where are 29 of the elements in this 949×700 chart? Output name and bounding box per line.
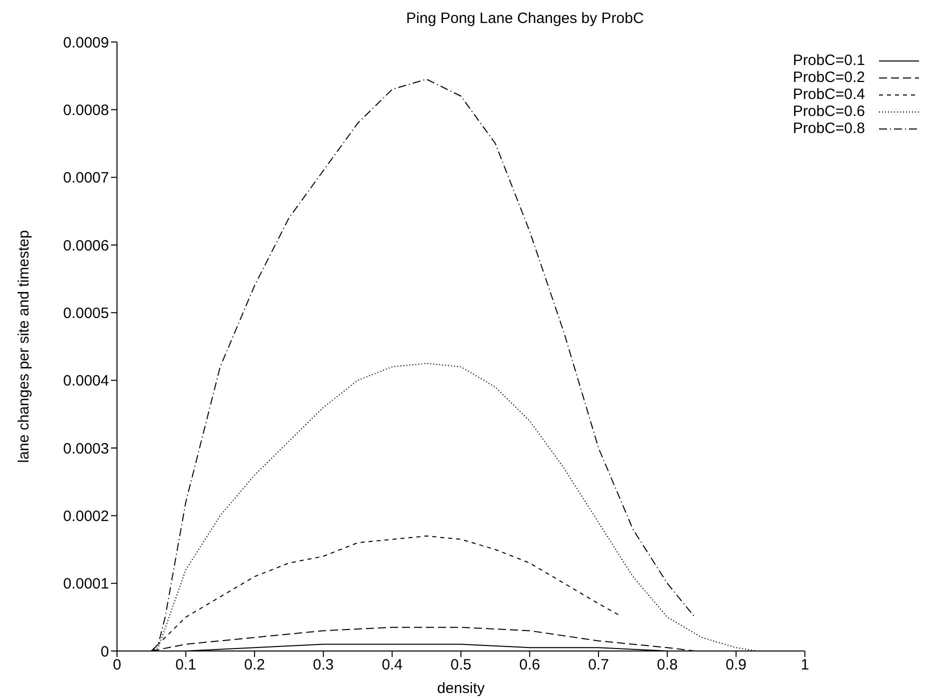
x-tick-label: 0.2	[244, 656, 265, 674]
x-axis-title: density	[437, 680, 486, 697]
x-tick-label: 1	[800, 656, 810, 674]
y-tick-label: 0.0005	[63, 304, 109, 322]
y-tick-label: 0.0007	[63, 170, 109, 187]
y-tick-label: 0.0006	[63, 237, 109, 254]
x-tick-label: 0.4	[382, 656, 403, 674]
x-tick-label: 0.9	[726, 656, 747, 674]
y-tick-label: 0	[100, 643, 109, 660]
legend-label: ProbC=0.4	[792, 86, 865, 103]
y-tick-label: 0.0009	[63, 34, 109, 52]
x-tick-label: 0.8	[656, 656, 678, 674]
x-tick-label: 0.7	[588, 656, 609, 674]
x-tick-label: 0	[112, 656, 122, 674]
legend-label: ProbC=0.6	[792, 103, 865, 120]
y-tick-label: 0.0001	[63, 576, 109, 593]
legend-label: ProbC=0.8	[792, 120, 865, 137]
x-tick-label: 0.1	[175, 656, 196, 674]
x-tick-label: 0.6	[519, 656, 540, 674]
legend-label: ProbC=0.1	[792, 52, 865, 69]
y-tick-label: 0.0002	[63, 508, 109, 525]
y-axis-title: lane changes per site and timestep	[15, 230, 32, 463]
x-tick-label: 0.3	[312, 656, 334, 674]
legend-label: ProbC=0.2	[792, 69, 865, 86]
y-tick-label: 0.0008	[63, 102, 109, 119]
x-tick-label: 0.5	[450, 656, 472, 674]
chart-title: Ping Pong Lane Changes by ProbC	[405, 10, 645, 27]
y-tick-label: 0.0004	[63, 372, 109, 390]
y-tick-label: 0.0003	[63, 440, 109, 458]
